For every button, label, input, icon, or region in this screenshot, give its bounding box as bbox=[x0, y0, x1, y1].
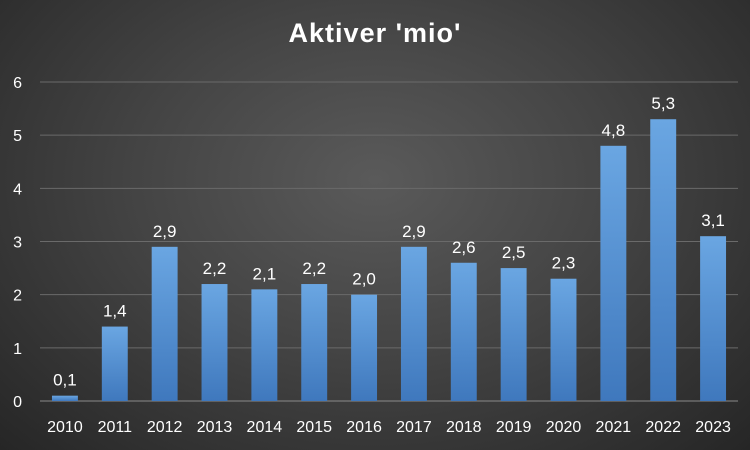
y-tick-label: 3 bbox=[13, 235, 22, 252]
data-label: 2,9 bbox=[153, 222, 177, 241]
bars bbox=[51, 119, 727, 401]
y-tick-label: 4 bbox=[13, 181, 22, 198]
bar-2022 bbox=[650, 119, 677, 401]
data-labels: 0,1 1,4 2,9 2,2 2,1 2,2 2,0 2,9 2,6 2,5 2,3 4,8 5,3 3… bbox=[53, 94, 725, 389]
x-axis-ticks: 2010 2011 2012 2013 2014 2015 2016 2017 2018 2019… bbox=[47, 419, 731, 436]
bar-2018 bbox=[450, 262, 477, 401]
bar-2010 bbox=[51, 395, 78, 401]
bar-2017 bbox=[400, 246, 427, 401]
x-tick-label: 2023 bbox=[695, 419, 731, 436]
x-tick-label: 2021 bbox=[596, 419, 632, 436]
data-label: 3,1 bbox=[701, 211, 725, 230]
x-tick-label: 2010 bbox=[47, 419, 83, 436]
chart-title: Aktiver 'mio' bbox=[288, 18, 462, 48]
bar-2013 bbox=[201, 284, 228, 401]
data-label: 2,3 bbox=[552, 254, 576, 273]
gridlines bbox=[40, 81, 738, 402]
x-tick-label: 2015 bbox=[296, 419, 332, 436]
data-label: 2,5 bbox=[502, 243, 526, 262]
bar-2020 bbox=[550, 278, 577, 401]
x-tick-label: 2013 bbox=[197, 419, 233, 436]
data-label: 2,6 bbox=[452, 238, 476, 257]
y-tick-label: 2 bbox=[13, 288, 22, 305]
bar-2012 bbox=[151, 246, 178, 401]
bar-2011 bbox=[101, 326, 128, 401]
bar-2023 bbox=[700, 236, 727, 401]
y-tick-label: 6 bbox=[13, 75, 22, 92]
x-tick-label: 2014 bbox=[247, 419, 283, 436]
data-label: 4,8 bbox=[602, 121, 626, 140]
data-label: 2,0 bbox=[352, 270, 376, 289]
data-label: 2,2 bbox=[203, 259, 227, 278]
x-tick-label: 2020 bbox=[546, 419, 582, 436]
data-label: 2,2 bbox=[302, 259, 326, 278]
y-tick-label: 0 bbox=[13, 394, 22, 411]
bar-2021 bbox=[600, 145, 627, 401]
bar-2015 bbox=[301, 284, 328, 401]
data-label: 5,3 bbox=[651, 94, 675, 113]
data-label: 2,1 bbox=[253, 264, 277, 283]
data-label: 0,1 bbox=[53, 371, 77, 390]
data-label: 1,4 bbox=[103, 302, 127, 321]
y-tick-label: 1 bbox=[13, 341, 22, 358]
x-tick-label: 2018 bbox=[446, 419, 482, 436]
bar-2016 bbox=[351, 294, 378, 401]
x-tick-label: 2019 bbox=[496, 419, 532, 436]
x-tick-label: 2011 bbox=[98, 419, 133, 436]
x-tick-label: 2022 bbox=[645, 419, 681, 436]
bar-2019 bbox=[500, 268, 527, 401]
bar-2014 bbox=[251, 289, 278, 401]
y-axis-ticks: 0 1 2 3 4 5 6 bbox=[13, 75, 22, 411]
x-tick-label: 2016 bbox=[346, 419, 382, 436]
x-tick-label: 2012 bbox=[147, 419, 183, 436]
y-tick-label: 5 bbox=[13, 128, 22, 145]
data-label: 2,9 bbox=[402, 222, 426, 241]
x-tick-label: 2017 bbox=[396, 419, 432, 436]
